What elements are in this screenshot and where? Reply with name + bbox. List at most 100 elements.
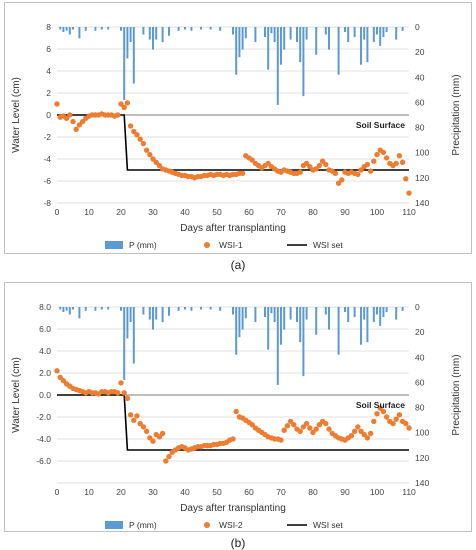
x-tick-label: 90 bbox=[340, 487, 350, 497]
precip-bar bbox=[401, 307, 404, 311]
precip-bar bbox=[302, 27, 305, 97]
precip-bar bbox=[337, 27, 340, 75]
precip-bar bbox=[168, 307, 170, 316]
precip-bar bbox=[267, 27, 270, 70]
legend-swatch-precip bbox=[105, 241, 123, 249]
wsi-point bbox=[239, 170, 246, 176]
precip-bar bbox=[78, 307, 81, 319]
wsi-point bbox=[396, 412, 403, 418]
precip-bar bbox=[366, 307, 369, 343]
precip-bar bbox=[401, 27, 404, 31]
wsi-point bbox=[73, 126, 79, 132]
precip-bar bbox=[200, 307, 202, 310]
precip-bar bbox=[360, 27, 362, 65]
y2-tick-label: 60 bbox=[415, 377, 425, 387]
x-tick-label: 50 bbox=[212, 487, 222, 497]
precip-bar bbox=[353, 307, 356, 318]
wsi-point bbox=[374, 411, 380, 417]
precip-bar bbox=[142, 27, 145, 35]
precip-bar bbox=[315, 27, 318, 55]
precip-bar bbox=[328, 27, 330, 50]
precip-bar bbox=[395, 307, 398, 320]
wsi-point bbox=[393, 160, 399, 167]
y2-tick-label: 20 bbox=[415, 47, 425, 57]
wsi-point bbox=[143, 147, 150, 153]
precip-bar bbox=[155, 27, 158, 40]
wsi-point bbox=[233, 408, 239, 415]
wsi-point bbox=[364, 435, 371, 441]
x-tick-label: 0 bbox=[55, 207, 60, 217]
precip-bar bbox=[264, 27, 266, 38]
y2-tick-label: 100 bbox=[415, 428, 429, 438]
x-tick-label: 20 bbox=[116, 487, 126, 497]
precip-bar bbox=[78, 27, 81, 39]
precip-bar bbox=[155, 307, 158, 320]
precip-bar bbox=[152, 307, 154, 330]
wsi-point bbox=[355, 171, 361, 178]
precip-bar bbox=[273, 307, 276, 323]
wsi-point bbox=[278, 437, 284, 443]
precip-bar bbox=[244, 307, 247, 319]
wsi-point bbox=[67, 112, 73, 118]
precip-bar bbox=[62, 27, 65, 33]
wsi-point bbox=[367, 168, 374, 174]
y2-tick-label: 0 bbox=[415, 302, 420, 312]
precip-bar bbox=[59, 307, 62, 310]
precip-bar bbox=[129, 307, 132, 323]
wsi-point bbox=[134, 132, 140, 138]
wsi-point bbox=[70, 118, 76, 125]
precip-bar bbox=[235, 307, 238, 355]
precip-bar bbox=[235, 27, 238, 75]
legend-label-wsi: WSI-1 bbox=[219, 240, 243, 250]
x-tick-label: 80 bbox=[308, 207, 318, 217]
y-tick-label: -2.0 bbox=[36, 412, 51, 422]
wsi-point bbox=[54, 101, 60, 107]
soil-surface-label: Soil Surface bbox=[356, 120, 405, 130]
precip-bar bbox=[65, 307, 68, 311]
wsi-point bbox=[297, 169, 303, 175]
wsi-point bbox=[303, 420, 310, 427]
x-tick-label: 10 bbox=[84, 487, 94, 497]
precip-bar bbox=[385, 307, 388, 313]
wsi-point bbox=[147, 151, 153, 158]
wsi-point bbox=[380, 149, 387, 156]
precip-bar bbox=[254, 27, 257, 43]
x-tick-label: 70 bbox=[276, 487, 286, 497]
x-tick-label: 60 bbox=[244, 207, 254, 217]
wsi-point bbox=[323, 161, 329, 168]
precip-bar bbox=[366, 27, 369, 63]
legend-label-precip: P (mm) bbox=[129, 520, 157, 530]
precip-bar bbox=[324, 307, 327, 315]
precip-bar bbox=[241, 27, 244, 50]
wsi-point bbox=[364, 161, 371, 168]
x-tick-label: 40 bbox=[180, 207, 190, 217]
precip-bar bbox=[161, 307, 164, 323]
y2-tick-label: 80 bbox=[415, 403, 425, 413]
wsi-point bbox=[150, 438, 156, 444]
x-tick-label: 10 bbox=[84, 207, 94, 217]
y-tick-label: 0.0 bbox=[39, 390, 51, 400]
x-tick-label: 30 bbox=[148, 207, 158, 217]
wsi-point bbox=[124, 395, 131, 401]
precip-bar bbox=[254, 307, 257, 323]
precip-bar bbox=[148, 307, 151, 320]
y-tick-label: -6.0 bbox=[36, 456, 51, 466]
precip-bar bbox=[270, 307, 273, 314]
y-axis-title: Water Level (cm) bbox=[11, 77, 22, 153]
precip-bar bbox=[315, 307, 318, 335]
legend-label-wsi: WSI-2 bbox=[219, 520, 243, 530]
wsi-point bbox=[124, 100, 131, 106]
precip-bar bbox=[152, 27, 154, 50]
precip-bar bbox=[344, 27, 346, 33]
precip-bar bbox=[385, 27, 388, 33]
y2-axis-title: Precipitation (mm) bbox=[451, 74, 462, 155]
wsi-point bbox=[339, 177, 345, 183]
precip-bar bbox=[84, 307, 87, 311]
wsi-point bbox=[355, 424, 361, 430]
precip-bar bbox=[289, 307, 292, 320]
precip-bar bbox=[120, 307, 122, 311]
wsi-point bbox=[140, 424, 147, 430]
soil-surface-label: Soil Surface bbox=[356, 400, 405, 410]
precip-bar bbox=[59, 27, 62, 30]
precip-bar bbox=[379, 307, 382, 326]
